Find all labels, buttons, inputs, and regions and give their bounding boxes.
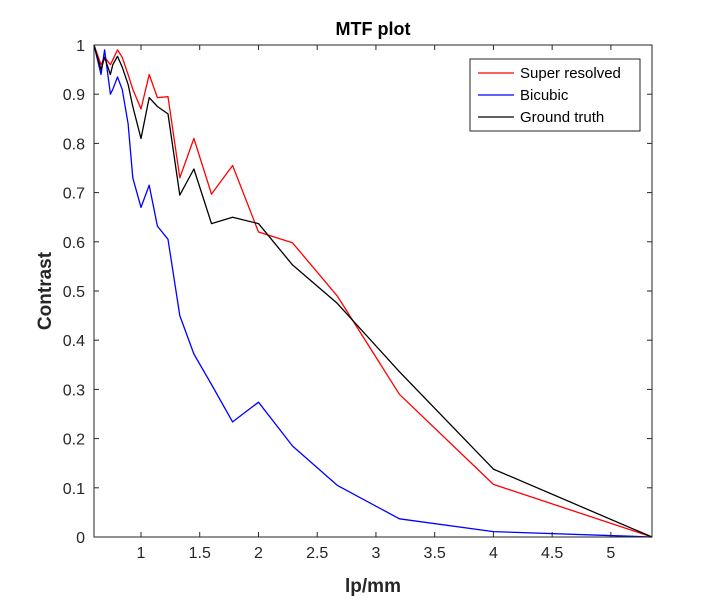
y-tick-label: 0.6 (63, 235, 85, 252)
x-tick-label: 3 (371, 545, 380, 562)
y-tick-label: 0.3 (63, 382, 85, 399)
y-tick-label: 0.2 (63, 432, 85, 449)
x-tick-label: 1.5 (189, 545, 211, 562)
y-tick-label: 0.7 (63, 186, 85, 203)
x-axis-title: lp/mm (345, 576, 401, 597)
x-tick-label: 3.5 (424, 545, 446, 562)
x-tick-label: 5 (606, 545, 615, 562)
legend-label-1: Bicubic (520, 87, 569, 104)
series-lines (93, 44, 653, 538)
y-tick-label: 0 (76, 530, 85, 547)
legend-label-0: Super resolved (520, 65, 621, 82)
series-line-0 (93, 44, 653, 538)
y-tick-label: 0.8 (63, 136, 85, 153)
y-tick-label: 1 (76, 38, 85, 55)
chart-title: MTF plot (336, 19, 411, 39)
y-tick-label: 0.9 (63, 87, 85, 104)
x-tick-label: 4 (489, 545, 498, 562)
x-tick-label: 4.5 (541, 545, 563, 562)
x-tick-label: 2 (254, 545, 263, 562)
axes: 1 1.5 2 2.5 3 3.5 4 4.5 5 0 0.1 0.2 0.3 0.4 0.5 0.6 0.7 0… (63, 38, 653, 562)
y-axis-title: Contrast (35, 251, 56, 330)
x-tick-label: 2.5 (306, 545, 328, 562)
y-tick-label: 0.5 (63, 284, 85, 301)
legend-label-2: Ground truth (520, 109, 604, 126)
series-line-1 (93, 44, 653, 538)
y-tick-label: 0.4 (63, 333, 85, 350)
legend: Super resolved Bicubic Ground truth (469, 58, 641, 132)
x-tick-label: 1 (137, 545, 146, 562)
series-line-2 (93, 44, 653, 538)
y-tick-label: 0.1 (63, 481, 85, 498)
